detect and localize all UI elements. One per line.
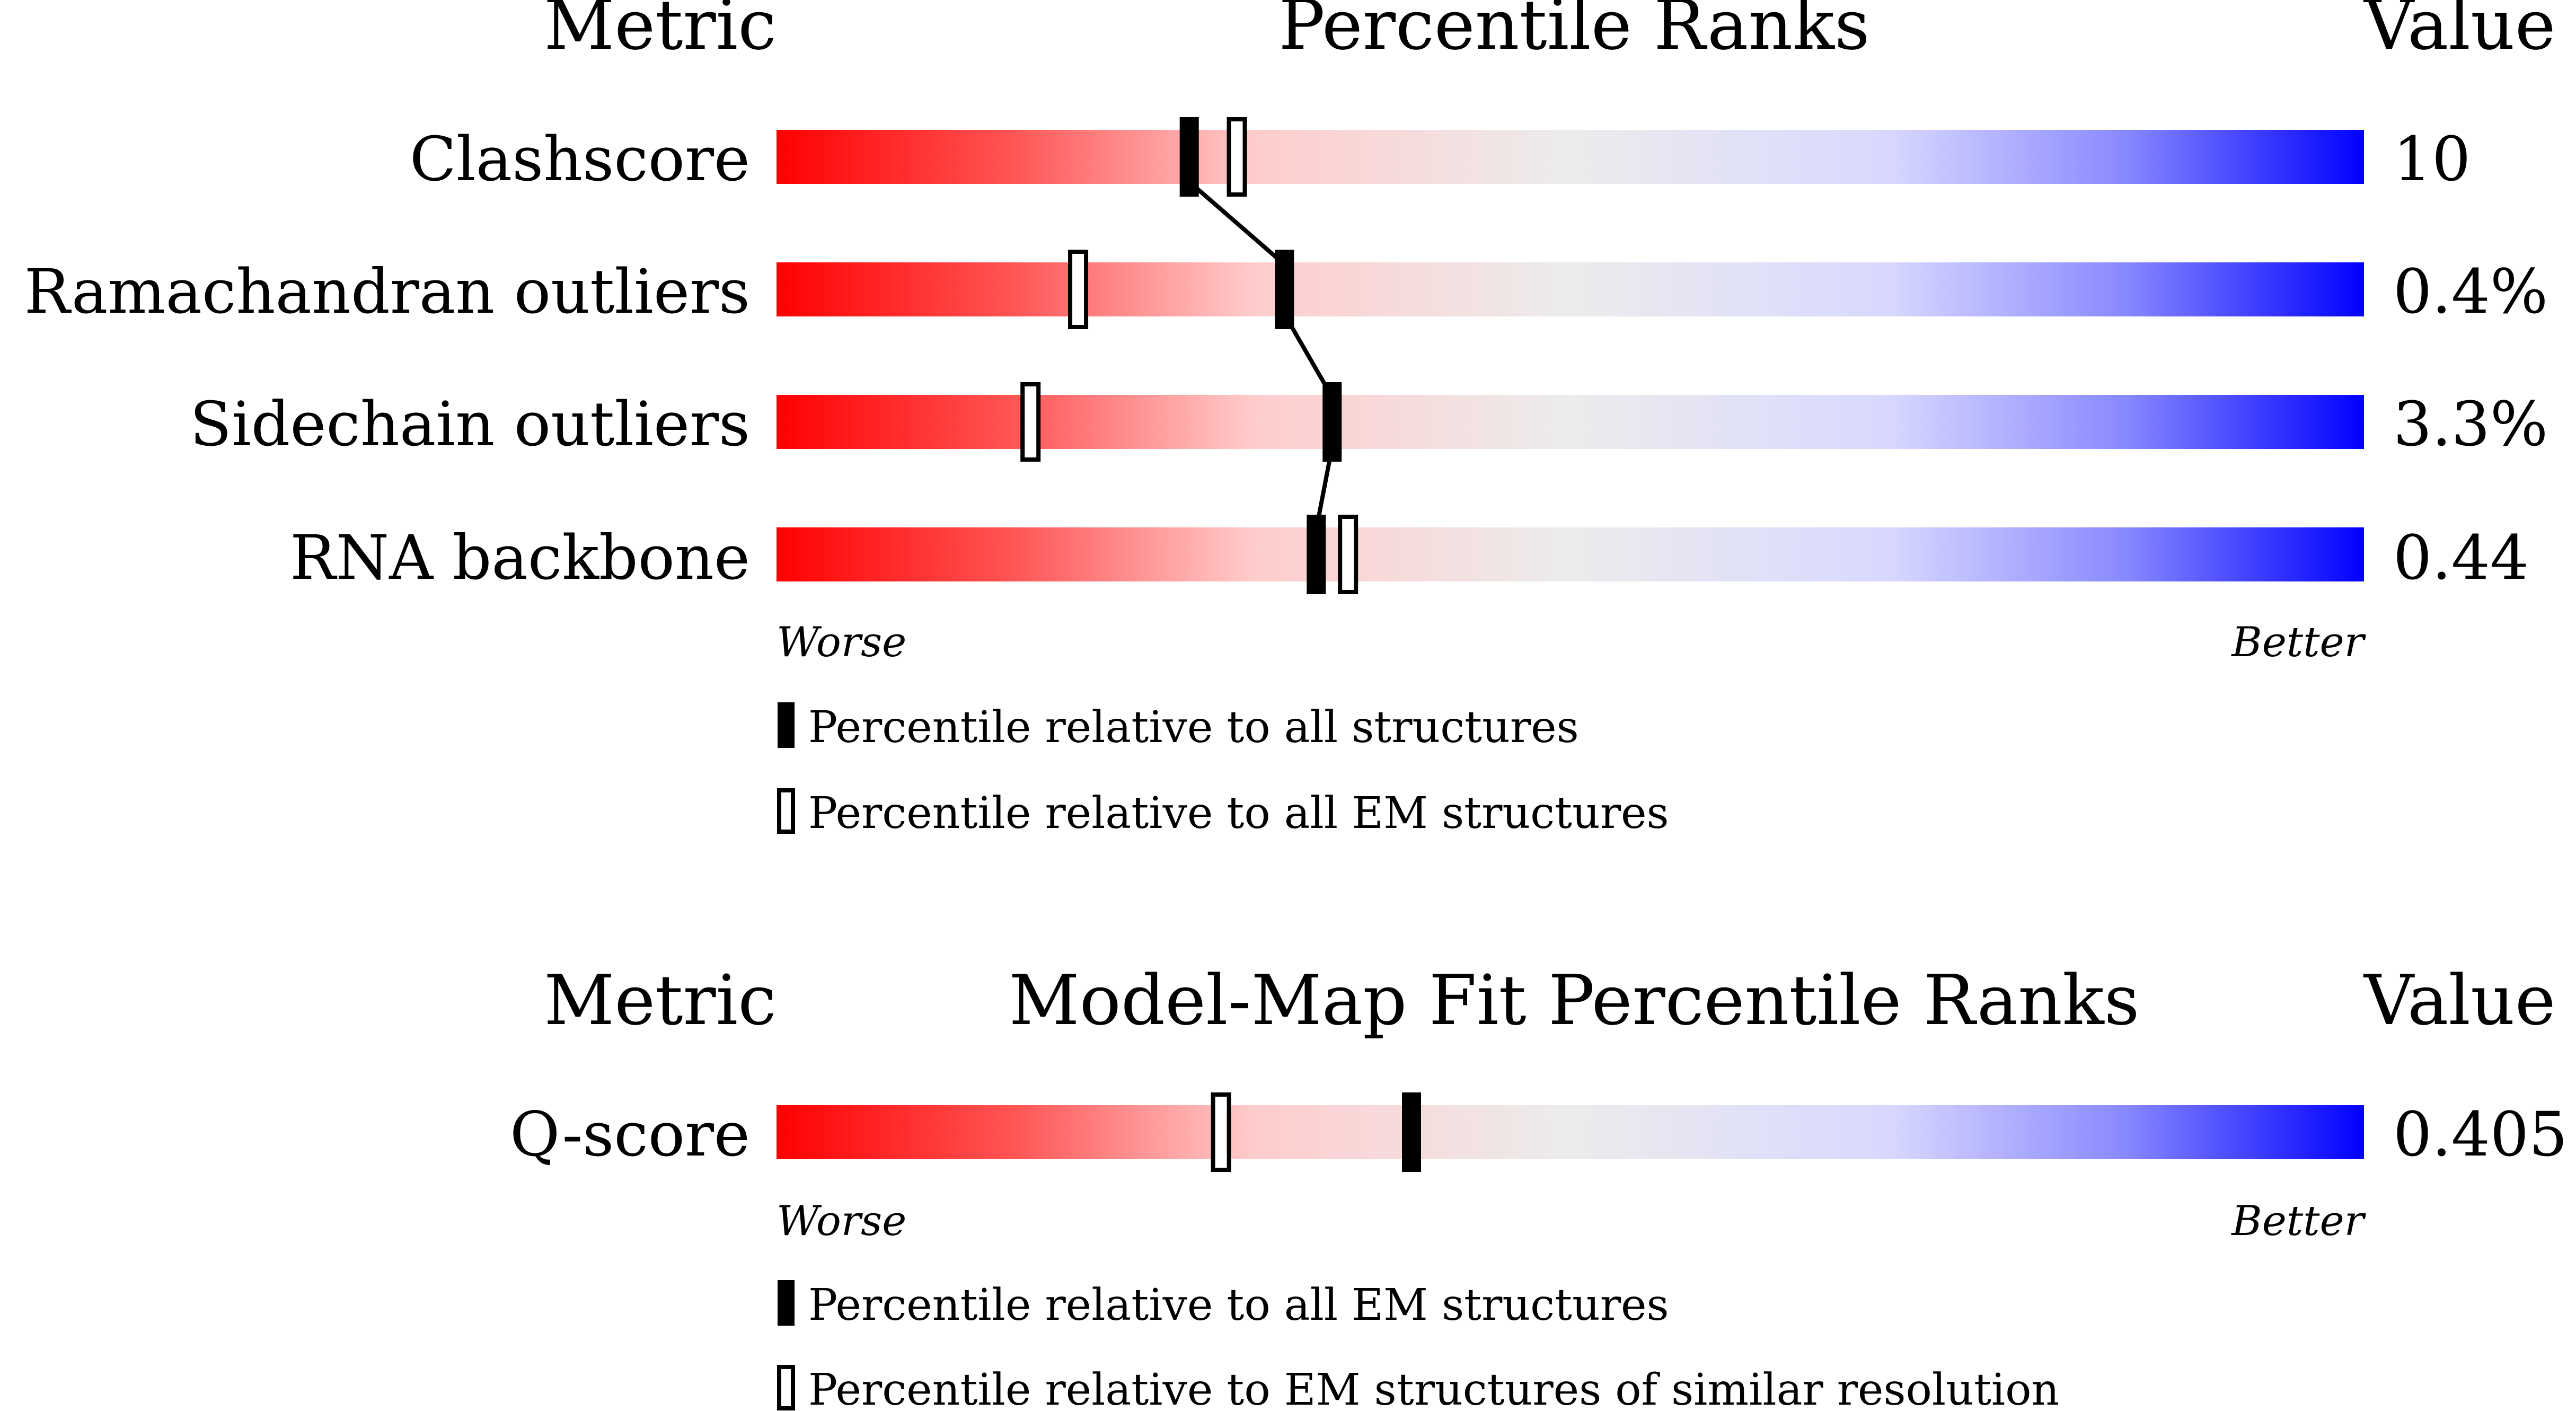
metric-row: Sidechain outliers 3.3%: [190, 389, 2548, 460]
percentile-marker-solid: [1275, 250, 1294, 329]
metric-label: Sidechain outliers: [190, 389, 750, 460]
legend-solid-swatch: [778, 702, 795, 748]
scale-worse-label: Worse: [777, 1197, 906, 1245]
validation-panel: Metric Percentile Ranks Value Clashscore…: [24, 0, 2556, 839]
legend-hollow-swatch: [777, 788, 795, 834]
percentile-bar: [777, 395, 2364, 449]
percentile-marker-solid: [1322, 382, 1342, 462]
marker-connector-line: [1188, 180, 1286, 267]
metric-value: 10: [2393, 124, 2471, 195]
percentile-markers: [1020, 117, 1358, 594]
legend: Percentile relative to all structures Pe…: [777, 702, 1669, 839]
legend-solid-label: Percentile relative to all EM structures: [808, 1280, 1669, 1330]
metric-label: RNA backbone: [290, 523, 750, 594]
legend-hollow-label: Percentile relative to EM structures of …: [808, 1365, 2059, 1411]
percentile-marker-solid: [1179, 117, 1199, 197]
value-header: Value: [2363, 960, 2556, 1040]
metric-header: Metric: [544, 960, 777, 1040]
legend-solid-label: Percentile relative to all structures: [808, 702, 1579, 753]
metric-header: Metric: [544, 0, 777, 65]
scale-worse-label: Worse: [777, 619, 906, 666]
percentile-marker-hollow: [1020, 382, 1041, 462]
percentile-markers: [1211, 1092, 1421, 1172]
value-header: Value: [2363, 0, 2556, 65]
panel-title: Percentile Ranks: [1278, 0, 1869, 65]
metric-row: Clashscore 10: [410, 124, 2471, 195]
legend-hollow-swatch: [777, 1365, 795, 1410]
percentile-bar: [777, 1105, 2364, 1159]
metric-value: 3.3%: [2393, 389, 2548, 460]
legend-hollow-label: Percentile relative to all EM structures: [808, 788, 1669, 839]
legend-solid-swatch: [778, 1280, 795, 1326]
percentile-marker-hollow: [1068, 250, 1089, 329]
map-fit-panel: Metric Model-Map Fit Percentile Ranks Va…: [510, 960, 2568, 1411]
percentile-bar: [777, 262, 2364, 316]
percentile-marker-hollow: [1338, 515, 1358, 594]
metric-label: Q-score: [510, 1099, 750, 1170]
metric-row: Q-score 0.405: [510, 1099, 2568, 1170]
panel-title: Model-Map Fit Percentile Ranks: [1009, 960, 2140, 1040]
percentile-marker-hollow: [1227, 117, 1247, 197]
percentile-bar: [777, 527, 2364, 581]
metric-row: Ramachandran outliers 0.4%: [24, 257, 2548, 328]
metric-label: Ramachandran outliers: [24, 257, 750, 328]
percentile-marker-solid: [1402, 1092, 1421, 1172]
percentile-marker-solid: [1307, 515, 1326, 594]
metric-row: RNA backbone 0.44: [290, 523, 2529, 594]
scale-better-label: Better: [2230, 1197, 2366, 1245]
metric-value: 0.4%: [2393, 257, 2548, 328]
scale-better-label: Better: [2230, 619, 2366, 666]
percentile-marker-hollow: [1211, 1092, 1231, 1172]
metric-value: 0.44: [2393, 523, 2529, 594]
percentile-bar: [777, 130, 2364, 184]
legend: Percentile relative to all EM structures…: [777, 1280, 2059, 1411]
metric-value: 0.405: [2393, 1099, 2568, 1170]
metric-label: Clashscore: [410, 124, 750, 195]
